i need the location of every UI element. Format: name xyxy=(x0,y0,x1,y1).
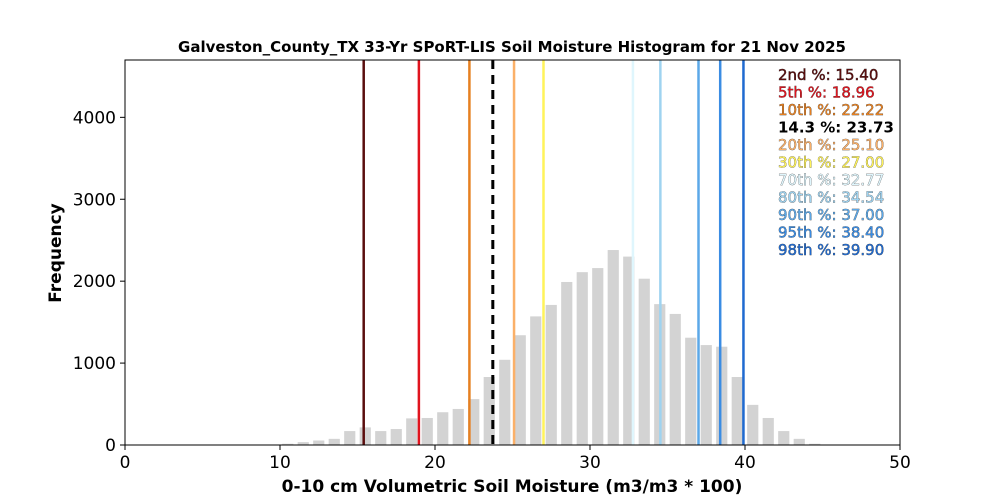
histogram-bar-33 xyxy=(778,431,790,445)
percentile-label-0: 2nd %: 15.40 xyxy=(778,66,878,84)
histogram-bar-21 xyxy=(592,268,604,445)
histogram-bar-2 xyxy=(297,442,309,445)
histogram-bar-30 xyxy=(731,377,743,445)
histogram-bar-15 xyxy=(499,359,511,445)
histogram-bar-24 xyxy=(638,278,650,445)
histogram-bar-31 xyxy=(747,404,759,445)
histogram-bar-22 xyxy=(607,250,619,445)
y-tick-label-1: 1000 xyxy=(73,354,116,374)
histogram-bar-10 xyxy=(421,417,433,445)
histogram-bar-8 xyxy=(390,429,402,445)
x-tick-label-4: 40 xyxy=(734,453,756,473)
histogram-bar-20 xyxy=(576,272,588,445)
percentile-label-3: 14.3 %: 23.73 xyxy=(778,119,894,137)
histogram-bar-12 xyxy=(452,408,464,445)
percentile-label-2: 10th %: 22.22 xyxy=(778,101,884,119)
histogram-bar-34 xyxy=(793,438,805,445)
histogram-bar-16 xyxy=(514,335,526,445)
percentile-label-8: 90th %: 37.00 xyxy=(778,206,884,224)
percentile-label-7: 80th %: 34.54 xyxy=(778,189,884,207)
plot-frame xyxy=(124,59,901,446)
y-tick-label-0: 0 xyxy=(105,436,116,456)
percentile-label-5: 30th %: 27.00 xyxy=(778,154,884,172)
histogram-bar-32 xyxy=(762,417,774,445)
histogram-bar-14 xyxy=(483,377,495,445)
histogram-bar-9 xyxy=(406,418,418,445)
histogram-bar-18 xyxy=(545,304,557,445)
percentile-label-6: 70th %: 32.77 xyxy=(778,171,884,189)
x-axis-label: 0-10 cm Volumetric Soil Moisture (m3/m3 … xyxy=(282,477,743,497)
histogram-bar-23 xyxy=(623,256,635,445)
histogram-bar-35 xyxy=(809,443,821,445)
histogram-bar-6 xyxy=(359,427,371,445)
x-axis-ticks: 0 10 20 30 40 50 xyxy=(120,445,911,473)
percentile-lines-group xyxy=(362,60,745,445)
chart-title: Galveston_County_TX 33-Yr SPoRT-LIS Soil… xyxy=(178,38,846,56)
percentile-label-10: 98th %: 39.90 xyxy=(778,241,884,259)
x-tick-label-1: 10 xyxy=(269,453,291,473)
histogram-bar-17 xyxy=(530,316,542,445)
histogram-bar-28 xyxy=(700,345,712,445)
x-tick-label-3: 30 xyxy=(579,453,601,473)
histogram-bar-13 xyxy=(468,399,480,445)
y-axis-ticks: 0 1000 2000 3000 4000 xyxy=(73,108,125,456)
histogram-bar-11 xyxy=(437,412,449,445)
histogram-bar-26 xyxy=(669,313,681,445)
x-tick-label-2: 20 xyxy=(424,453,446,473)
histogram-bar-7 xyxy=(375,431,387,445)
histogram-bar-1 xyxy=(282,443,294,445)
histogram-bar-29 xyxy=(716,346,728,445)
histogram-bar-3 xyxy=(313,440,325,445)
y-tick-label-2: 2000 xyxy=(73,272,116,292)
histogram-bar-5 xyxy=(344,431,356,445)
y-tick-label-3: 3000 xyxy=(73,190,116,210)
x-tick-label-0: 0 xyxy=(120,453,131,473)
percentile-label-9: 95th %: 38.40 xyxy=(778,224,884,242)
histogram-bar-27 xyxy=(685,337,697,445)
percentile-label-1: 5th %: 18.96 xyxy=(778,84,875,102)
histogram-bar-19 xyxy=(561,281,573,445)
y-axis-label: Frequency xyxy=(46,203,66,303)
x-tick-label-5: 50 xyxy=(889,453,911,473)
percentile-label-4: 20th %: 25.10 xyxy=(778,136,884,154)
y-tick-label-4: 4000 xyxy=(73,108,116,128)
histogram-bar-4 xyxy=(328,438,340,445)
